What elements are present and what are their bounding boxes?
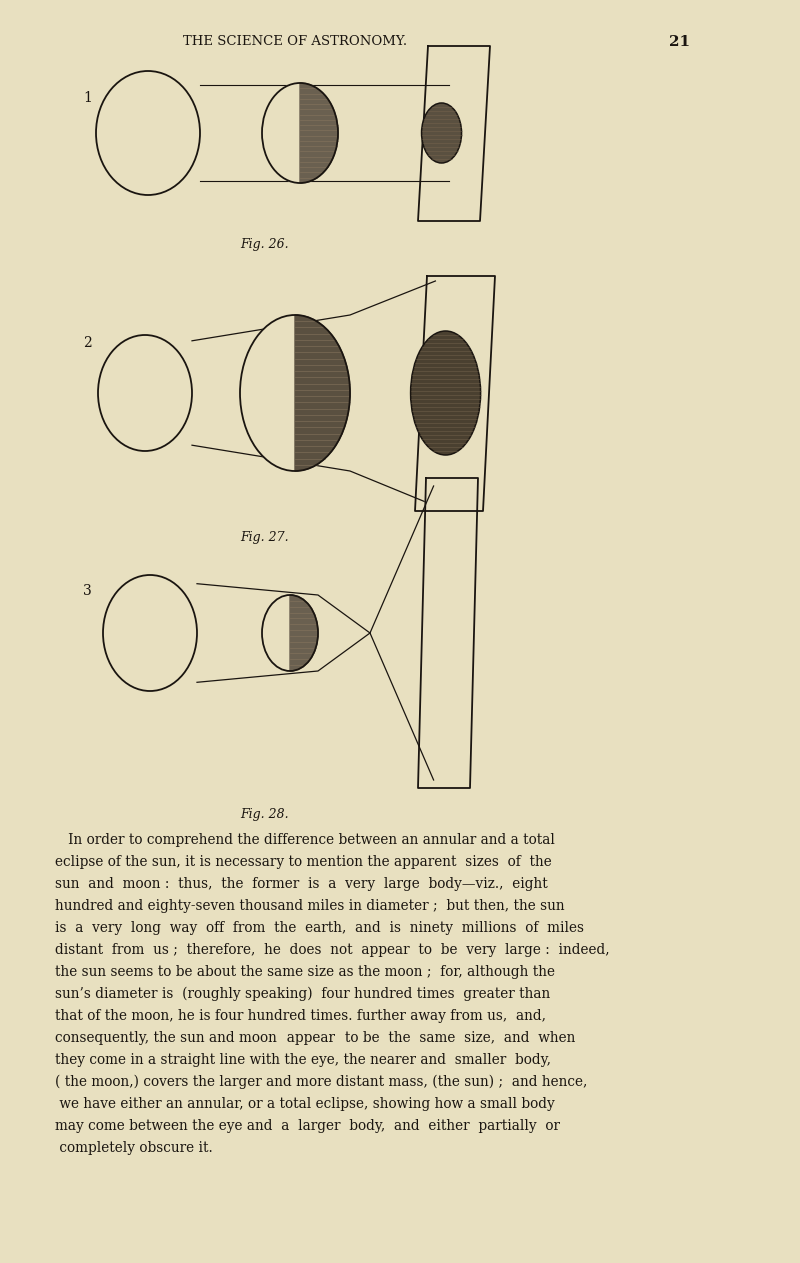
Text: Fig. 27.: Fig. 27. (241, 530, 290, 544)
Text: completely obscure it.: completely obscure it. (55, 1140, 213, 1154)
Text: THE SCIENCE OF ASTRONOMY.: THE SCIENCE OF ASTRONOMY. (183, 35, 407, 48)
Ellipse shape (96, 71, 200, 195)
Text: eclipse of the sun, it is necessary to mention the apparent  sizes  of  the: eclipse of the sun, it is necessary to m… (55, 855, 552, 869)
Ellipse shape (410, 331, 481, 455)
Text: sun’s diameter is  (roughly speaking)  four hundred times  greater than: sun’s diameter is (roughly speaking) fou… (55, 986, 550, 1002)
Polygon shape (300, 83, 338, 183)
Text: Fig. 28.: Fig. 28. (241, 808, 290, 821)
Text: ( the moon,) covers the larger and more distant mass, (the sun) ;  and hence,: ( the moon,) covers the larger and more … (55, 1075, 587, 1090)
Text: the sun seems to be about the same size as the moon ;  for, although the: the sun seems to be about the same size … (55, 965, 555, 979)
Ellipse shape (422, 104, 462, 163)
Text: 1: 1 (83, 91, 92, 105)
Polygon shape (295, 314, 350, 471)
Text: they come in a straight line with the eye, the nearer and  smaller  body,: they come in a straight line with the ey… (55, 1053, 551, 1067)
Text: may come between the eye and  a  larger  body,  and  either  partially  or: may come between the eye and a larger bo… (55, 1119, 560, 1133)
Text: In order to comprehend the difference between an annular and a total: In order to comprehend the difference be… (55, 834, 555, 847)
Text: consequently, the sun and moon   appear   to be  the  same  size,  and  when: consequently, the sun and moon appear to… (55, 1031, 575, 1045)
Polygon shape (290, 595, 318, 671)
Polygon shape (418, 477, 478, 788)
Text: Fig. 26.: Fig. 26. (241, 237, 290, 251)
Text: that of the moon, he is four hundred times. further away from us,  and,: that of the moon, he is four hundred tim… (55, 1009, 546, 1023)
Polygon shape (418, 45, 490, 221)
Text: we have either an annular, or a total eclipse, showing how a small body: we have either an annular, or a total ec… (55, 1098, 554, 1111)
Ellipse shape (98, 335, 192, 451)
Text: 2: 2 (83, 336, 92, 350)
Polygon shape (262, 83, 300, 183)
Polygon shape (262, 595, 290, 671)
Text: distant  from  us ;  therefore,  he  does  not  appear  to  be  very  large :  i: distant from us ; therefore, he does not… (55, 943, 610, 957)
Polygon shape (415, 277, 495, 512)
Text: hundred and eighty-seven thousand miles in diameter ;  but then, the sun: hundred and eighty-seven thousand miles … (55, 899, 565, 913)
Ellipse shape (103, 575, 197, 691)
Text: 21: 21 (670, 35, 690, 49)
Text: is  a  very  long  way  off  from  the  earth,  and  is  ninety  millions  of  m: is a very long way off from the earth, a… (55, 921, 584, 935)
Text: sun  and  moon :  thus,  the  former  is  a  very  large  body—viz.,  eight: sun and moon : thus, the former is a ver… (55, 877, 548, 890)
Text: 3: 3 (83, 584, 92, 597)
Polygon shape (240, 314, 295, 471)
